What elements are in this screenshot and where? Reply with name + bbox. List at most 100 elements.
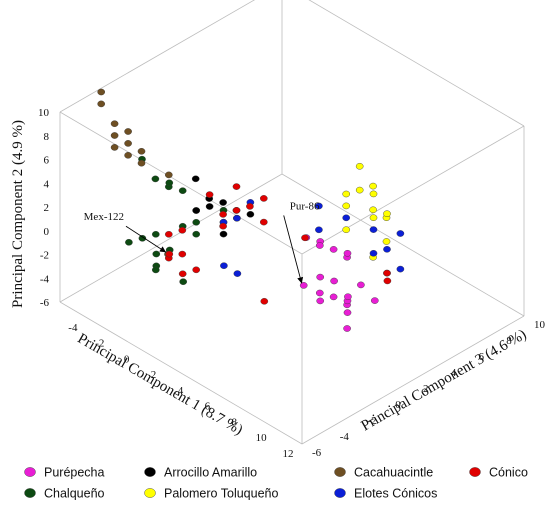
pc3-tick-label: 10	[534, 319, 546, 331]
legend-marker	[469, 467, 481, 477]
box-edge	[308, 0, 525, 127]
legend-marker	[144, 467, 156, 477]
point-arrocillo-amarillo	[192, 207, 200, 214]
point-elotes-conicos	[342, 214, 351, 222]
box-edge	[59, 111, 303, 255]
point-elotes-conicos	[369, 249, 378, 257]
point-elotes-conicos	[315, 202, 323, 210]
point-conico	[205, 191, 214, 198]
annotation-arrow	[125, 225, 167, 253]
legend-label: Cacahuacintle	[354, 466, 433, 480]
point-conico	[232, 207, 241, 214]
pc1-tick-label: 12	[283, 448, 294, 460]
point-purepecha	[370, 297, 379, 304]
pc1-tick-label: 0	[124, 353, 130, 365]
point-purepecha	[315, 289, 324, 297]
legend-item: Arrocillo Amarillo	[144, 466, 257, 480]
pc3-tick-label: 8	[506, 335, 512, 347]
plot-box-frame	[59, 0, 525, 445]
point-elotes-conicos	[220, 262, 228, 270]
legend-label: Chalqueño	[44, 487, 105, 501]
point-purepecha	[343, 309, 352, 316]
point-purepecha	[315, 242, 324, 249]
point-conico	[259, 218, 268, 226]
point-cacahuacintle	[124, 128, 132, 135]
annotation-label: Mex-122	[84, 211, 124, 223]
point-conico	[383, 269, 391, 277]
legend-marker	[334, 488, 346, 498]
pc2-tick-label: 10	[38, 107, 50, 119]
point-chalqueno	[192, 230, 200, 238]
point-cacahuacintle	[137, 147, 146, 155]
legend-label: Palomero Toluqueño	[164, 487, 278, 501]
pc2-tick-label: -4	[40, 273, 50, 285]
point-chalqueno	[178, 187, 187, 194]
point-chalqueno	[125, 238, 133, 246]
pc2-tick-label: 4	[44, 178, 50, 190]
point-chalqueno	[152, 250, 161, 258]
box-edge	[301, 125, 525, 255]
point-chalqueno	[151, 266, 160, 274]
point-conico	[246, 203, 254, 210]
legend-item: Cacahuacintle	[334, 466, 433, 480]
point-purepecha	[330, 277, 338, 285]
point-conico	[164, 230, 173, 238]
point-chalqueno	[165, 179, 174, 187]
pc3-tick-label: 0	[395, 399, 401, 411]
pc2-tick-label: -6	[40, 297, 50, 309]
legend-item: Cónico	[469, 466, 528, 480]
axis-tick-labels: -6 -4 -2 0 2 4 6 8 10 -4 -2 0 2 4 6 8 10 12 -6 -4 -2 0 2 4 6 8 10	[38, 107, 546, 460]
point-conico	[219, 211, 227, 218]
point-conico	[260, 297, 269, 305]
point-conico	[165, 250, 174, 258]
pc1-tick-label: -4	[68, 322, 78, 334]
annotation-label: Pur-86	[290, 200, 320, 212]
pc1-tick-label: 4	[178, 385, 184, 397]
point-purepecha	[299, 282, 308, 289]
point-palomero-toluqueno	[382, 238, 391, 245]
point-conico	[219, 222, 227, 230]
pc1-tick-label: 8	[231, 416, 237, 428]
legend-item: Elotes Cónicos	[334, 487, 437, 501]
point-chalqueno	[192, 218, 200, 226]
pc3-tick-label: 2	[423, 383, 429, 395]
pc3-tick-label: 4	[451, 367, 457, 379]
point-cacahuacintle	[97, 88, 105, 96]
pc3-tick-label: -4	[340, 431, 350, 443]
point-elotes-conicos	[233, 270, 242, 277]
legend-marker	[24, 467, 36, 477]
point-palomero-toluqueno	[369, 182, 377, 190]
legend-label: Elotes Cónicos	[354, 487, 437, 501]
point-conico	[178, 270, 187, 278]
point-palomero-toluqueno	[369, 190, 378, 198]
annotation-arrowhead	[297, 276, 304, 284]
legend-marker	[24, 488, 36, 498]
point-cacahuacintle	[137, 159, 146, 167]
legend: Purépecha Arrocillo Amarillo Cacahuacintle…	[24, 466, 528, 501]
data-points	[97, 88, 405, 332]
pc1-tick-label: 2	[151, 369, 157, 381]
point-arrocillo-amarillo	[219, 230, 228, 238]
box-edge	[59, 301, 303, 445]
point-purepecha	[316, 273, 325, 281]
box-edge	[59, 173, 283, 303]
point-palomero-toluqueno	[355, 186, 364, 194]
point-purepecha	[329, 246, 338, 253]
point-purepecha	[344, 293, 352, 301]
point-elotes-conicos	[396, 265, 405, 273]
point-cacahuacintle	[110, 144, 119, 151]
point-conico	[192, 266, 200, 274]
point-elotes-conicos	[396, 230, 405, 237]
annotation-arrowhead	[159, 246, 166, 253]
pc1-tick-label: -2	[95, 338, 104, 350]
legend-marker	[334, 467, 346, 477]
pc1-axis-title: Principal Component 1 (8.7 %)	[75, 331, 246, 439]
point-palomero-toluqueno	[342, 190, 351, 198]
point-palomero-toluqueno	[342, 202, 351, 210]
point-purepecha	[357, 281, 365, 289]
point-elotes-conicos	[369, 226, 378, 233]
point-purepecha	[329, 293, 338, 301]
point-purepecha	[316, 297, 325, 305]
box-edge	[301, 315, 525, 445]
